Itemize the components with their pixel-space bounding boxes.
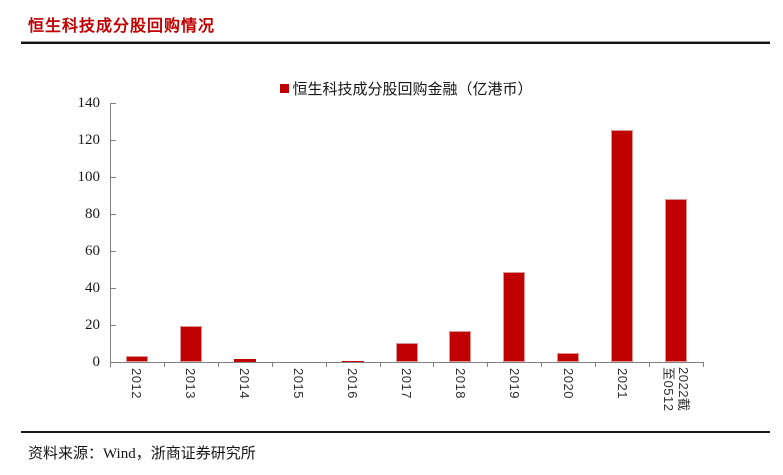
x-label-anchor: 2018	[453, 367, 499, 399]
x-label-anchor: 2012	[129, 367, 175, 399]
legend-label: 恒生科技成分股回购金融（亿港币）	[292, 82, 533, 98]
y-tick-label: 140	[77, 95, 101, 111]
x-label-anchor: 2020	[561, 367, 607, 399]
x-label-anchor: 2022截 至0512	[661, 367, 735, 411]
x-axis	[110, 362, 704, 363]
y-axis	[110, 103, 111, 363]
y-axis-tick	[111, 251, 116, 252]
x-label-anchor: 2017	[399, 367, 445, 399]
x-axis-tick	[649, 363, 650, 367]
x-axis-label: 2015	[291, 368, 306, 399]
y-axis-tick	[111, 214, 116, 215]
x-axis-label: 2016	[345, 368, 360, 399]
bar-2012	[126, 356, 148, 362]
x-axis-label: 2020	[561, 368, 576, 399]
bar-2014	[234, 359, 256, 362]
bottom-divider	[21, 431, 770, 433]
x-axis-label: 2021	[615, 368, 630, 399]
x-axis-tick	[433, 363, 434, 367]
y-axis-tick	[111, 362, 116, 363]
x-label-anchor: 2015	[291, 367, 337, 399]
y-tick-label: 40	[85, 280, 100, 296]
bar-2020	[557, 353, 579, 362]
legend-swatch-icon	[280, 84, 290, 93]
y-axis-tick	[111, 325, 116, 326]
y-tick-label: 60	[85, 243, 100, 259]
x-axis-tick	[541, 363, 542, 367]
bar-2017	[396, 343, 418, 362]
x-axis-tick	[703, 363, 704, 367]
x-label-anchor: 2021	[615, 367, 661, 399]
x-axis-tick	[595, 363, 596, 367]
x-axis-label: 2022截 至0512	[661, 367, 691, 412]
x-label-anchor: 2013	[183, 367, 229, 399]
bar-2016	[342, 361, 364, 362]
y-axis-tick	[111, 140, 116, 141]
chart-legend: 恒生科技成分股回购金融（亿港币）	[110, 78, 703, 99]
y-tick-label: 20	[85, 317, 100, 333]
bar-2013	[180, 326, 202, 362]
x-label-anchor: 2016	[345, 367, 391, 399]
legend-item: 恒生科技成分股回购金融（亿港币）	[280, 78, 533, 99]
top-divider	[21, 41, 770, 44]
x-axis-label: 2013	[183, 368, 198, 399]
x-axis-tick	[110, 363, 111, 367]
x-axis-tick	[326, 363, 327, 367]
y-tick-label: 120	[77, 132, 101, 148]
x-label-anchor: 2019	[507, 367, 553, 399]
figure-title: 恒生科技成分股回购情况	[28, 18, 216, 35]
x-label-anchor: 2014	[237, 367, 283, 399]
x-axis-label: 2018	[453, 368, 468, 399]
y-tick-label: 0	[92, 354, 101, 370]
x-axis-tick	[487, 363, 488, 367]
x-axis-tick	[164, 363, 165, 367]
x-axis-tick	[272, 363, 273, 367]
x-axis-tick	[218, 363, 219, 367]
bar-2019	[503, 272, 525, 362]
y-axis-tick	[111, 103, 116, 104]
y-axis-tick	[111, 177, 116, 178]
y-tick-label: 80	[85, 206, 100, 222]
bar-2022截至0512	[665, 199, 687, 362]
y-axis-tick	[111, 288, 116, 289]
x-axis-label: 2017	[399, 368, 414, 399]
x-axis-tick	[380, 363, 381, 367]
bar-2021	[611, 130, 633, 362]
x-axis-label: 2019	[507, 368, 522, 399]
y-tick-label: 100	[77, 169, 101, 185]
x-axis-label: 2012	[129, 368, 144, 399]
x-axis-label: 2014	[237, 368, 252, 399]
source-note: 资料来源：Wind，浙商证券研究所	[28, 446, 256, 462]
bar-2018	[449, 331, 471, 362]
